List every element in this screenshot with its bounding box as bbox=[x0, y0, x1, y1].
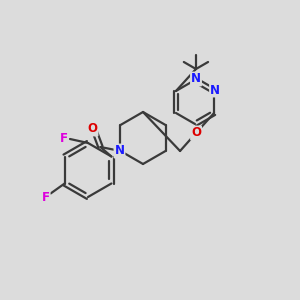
Text: N: N bbox=[191, 73, 201, 85]
Text: N: N bbox=[210, 83, 220, 97]
Text: F: F bbox=[42, 191, 50, 204]
Text: O: O bbox=[191, 127, 201, 140]
Text: O: O bbox=[88, 122, 98, 136]
Text: F: F bbox=[60, 131, 68, 145]
Text: N: N bbox=[115, 145, 124, 158]
